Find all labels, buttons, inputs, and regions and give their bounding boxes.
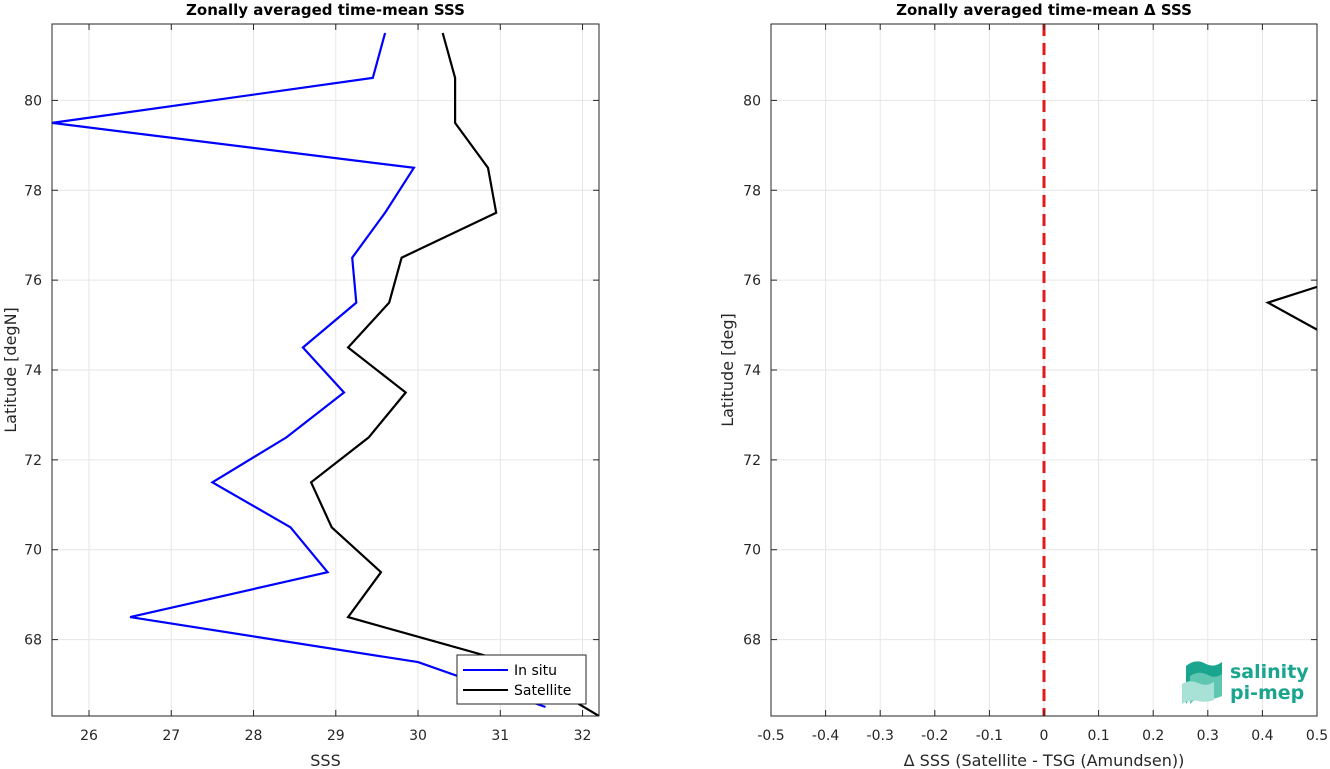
logo-text-pimep: pi-mep (1230, 682, 1304, 704)
left-ticks: 26 27 28 29 30 31 32 68 70 72 74 76 78 80 (24, 24, 599, 744)
legend-in-situ-label: In situ (514, 663, 557, 679)
x-tick-label: -0.4 (812, 728, 839, 744)
x-tick-label: -0.1 (976, 728, 1003, 744)
legend-box (456, 654, 587, 705)
left-chart-title: Zonally averaged time-mean SSS (186, 1, 465, 19)
logo-text-salinity: salinity (1230, 661, 1309, 683)
y-tick-label: 72 (24, 453, 42, 469)
left-panel-sss: 26 27 28 29 30 31 32 68 70 72 74 76 78 80 Zonally ave… (1, 1, 600, 769)
y-tick-label: 68 (24, 633, 42, 649)
right-chart-title: Zonally averaged time-mean Δ SSS (896, 1, 1192, 19)
y-tick-label: 78 (743, 183, 761, 199)
series-line-satellite (309, 32, 599, 716)
y-tick-label: 78 (24, 183, 42, 199)
x-tick-label: 0.3 (1197, 728, 1219, 744)
y-tick-label: 70 (24, 543, 42, 559)
left-grid (52, 24, 599, 716)
legend-satellite-label: Satellite (514, 683, 571, 699)
x-tick-label: 0.5 (1306, 728, 1328, 744)
x-tick-label: -0.2 (921, 728, 948, 744)
legend: In situ Satellite (456, 654, 587, 705)
y-tick-label: 76 (743, 273, 761, 289)
right-x-axis-label: Δ SSS (Satellite - TSG (Amundsen)) (904, 751, 1185, 769)
x-tick-label: -0.5 (757, 728, 784, 744)
x-tick-label: 30 (409, 728, 427, 744)
y-tick-label: 76 (24, 273, 42, 289)
y-tick-label: 72 (743, 453, 761, 469)
left-series (52, 32, 599, 716)
y-tick-label: 74 (743, 363, 761, 379)
x-tick-label: 32 (574, 728, 592, 744)
logo-wave-icon (1182, 661, 1222, 704)
x-tick-label: 29 (327, 728, 345, 744)
series-line-in-situ (52, 32, 546, 709)
left-x-axis-label: SSS (310, 751, 340, 769)
series-line-delta (1265, 285, 1317, 331)
y-tick-label: 68 (743, 633, 761, 649)
salinity-pimep-logo: salinity pi-mep (1182, 661, 1309, 704)
right-y-axis-label: Latitude [deg] (718, 313, 737, 427)
right-series (1265, 285, 1317, 331)
x-tick-label: 28 (245, 728, 263, 744)
right-panel-delta-sss: -0.5 -0.4 -0.3 -0.2 -0.1 0 0.1 0.2 0.3 0.4 0.5 68 70… (718, 1, 1328, 769)
right-ticks: -0.5 -0.4 -0.3 -0.2 -0.1 0 0.1 0.2 0.3 0.4 0.5 68 70… (743, 24, 1328, 744)
x-tick-label: 0.1 (1087, 728, 1109, 744)
x-tick-label: 27 (162, 728, 180, 744)
y-tick-label: 70 (743, 543, 761, 559)
x-tick-label: -0.3 (867, 728, 894, 744)
x-tick-label: 0 (1040, 728, 1049, 744)
x-tick-label: 26 (80, 728, 98, 744)
x-tick-label: 0.2 (1142, 728, 1164, 744)
x-tick-label: 31 (491, 728, 509, 744)
y-tick-label: 80 (24, 93, 42, 109)
y-tick-label: 80 (743, 93, 761, 109)
y-tick-label: 74 (24, 363, 42, 379)
x-tick-label: 0.4 (1251, 728, 1273, 744)
left-y-axis-label: Latitude [degN] (1, 307, 20, 433)
